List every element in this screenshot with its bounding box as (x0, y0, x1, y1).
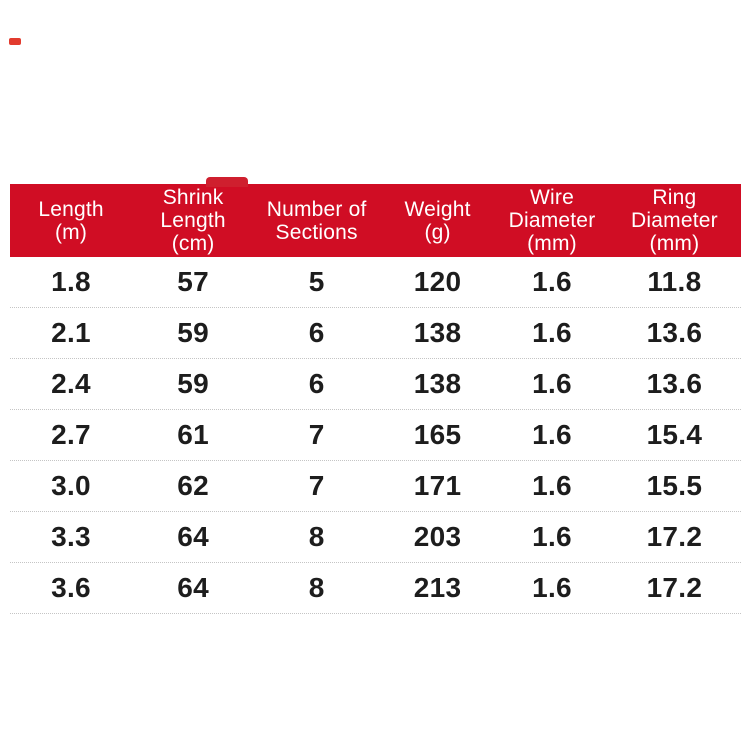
cell-wire-diameter: 1.6 (532, 266, 572, 297)
col-header-ring-diameter: Ring Diameter (mm) (631, 186, 718, 255)
cell-sections: 8 (308, 521, 325, 552)
cell-shrink-length: 57 (177, 266, 209, 297)
col-header-weight: Weight (g) (404, 197, 471, 244)
cell-wire-diameter: 1.6 (532, 572, 572, 603)
cell-weight: 171 (413, 470, 462, 501)
cell-sections: 7 (308, 470, 325, 501)
cell-weight: 138 (413, 317, 462, 348)
cell-length: 3.0 (51, 470, 91, 501)
table-header-row: Length (m) Shrink Length (cm) Number of … (10, 177, 741, 257)
table-row: 2.4 59 6 138 1.6 13.6 (10, 359, 741, 410)
table-body: 1.8 57 5 120 1.6 11.8 2.1 59 6 138 1.6 13.6 2.4 59 6 13… (10, 257, 741, 614)
cell-shrink-length: 62 (177, 470, 209, 501)
col-header-shrink-length: Shrink Length (cm) (160, 186, 226, 255)
table-row: 2.7 61 7 165 1.6 15.4 (10, 410, 741, 461)
cell-weight: 165 (413, 419, 462, 450)
cell-length: 2.7 (51, 419, 91, 450)
cell-ring-diameter: 15.4 (646, 419, 703, 450)
cell-sections: 6 (308, 368, 325, 399)
cell-shrink-length: 59 (177, 317, 209, 348)
cell-ring-diameter: 13.6 (646, 368, 703, 399)
spec-table: Length (m) Shrink Length (cm) Number of … (10, 177, 741, 614)
cell-weight: 213 (413, 572, 462, 603)
cell-sections: 6 (308, 317, 325, 348)
col-header-wire-diameter: Wire Diameter (mm) (508, 186, 596, 255)
table-row: 3.3 64 8 203 1.6 17.2 (10, 512, 741, 563)
cell-wire-diameter: 1.6 (532, 419, 572, 450)
cell-shrink-length: 61 (177, 419, 209, 450)
cell-weight: 203 (413, 521, 462, 552)
cell-ring-diameter: 13.6 (646, 317, 703, 348)
cell-shrink-length: 64 (177, 572, 209, 603)
cell-wire-diameter: 1.6 (532, 470, 572, 501)
cell-shrink-length: 64 (177, 521, 209, 552)
cell-length: 2.1 (51, 317, 91, 348)
cell-length: 3.3 (51, 521, 91, 552)
cell-sections: 7 (308, 419, 325, 450)
cell-ring-diameter: 11.8 (647, 266, 702, 297)
table-row: 2.1 59 6 138 1.6 13.6 (10, 308, 741, 359)
corner-red-dash (9, 38, 21, 45)
table-row: 3.6 64 8 213 1.6 17.2 (10, 563, 741, 614)
cell-weight: 138 (413, 368, 462, 399)
col-header-sections: Number of Sections (266, 197, 367, 244)
cell-sections: 5 (308, 266, 325, 297)
table-row: 1.8 57 5 120 1.6 11.8 (10, 257, 741, 308)
cell-ring-diameter: 17.2 (646, 572, 703, 603)
cell-wire-diameter: 1.6 (532, 317, 572, 348)
cell-weight: 120 (413, 266, 462, 297)
cell-length: 2.4 (51, 368, 91, 399)
cell-wire-diameter: 1.6 (532, 368, 572, 399)
header-top-bump (206, 177, 248, 187)
cell-ring-diameter: 17.2 (646, 521, 703, 552)
cell-wire-diameter: 1.6 (532, 521, 572, 552)
cell-length: 1.8 (51, 266, 91, 297)
cell-sections: 8 (308, 572, 325, 603)
cell-shrink-length: 59 (177, 368, 209, 399)
col-header-length: Length (m) (38, 197, 104, 244)
cell-length: 3.6 (51, 572, 91, 603)
cell-ring-diameter: 15.5 (646, 470, 703, 501)
table-row: 3.0 62 7 171 1.6 15.5 (10, 461, 741, 512)
